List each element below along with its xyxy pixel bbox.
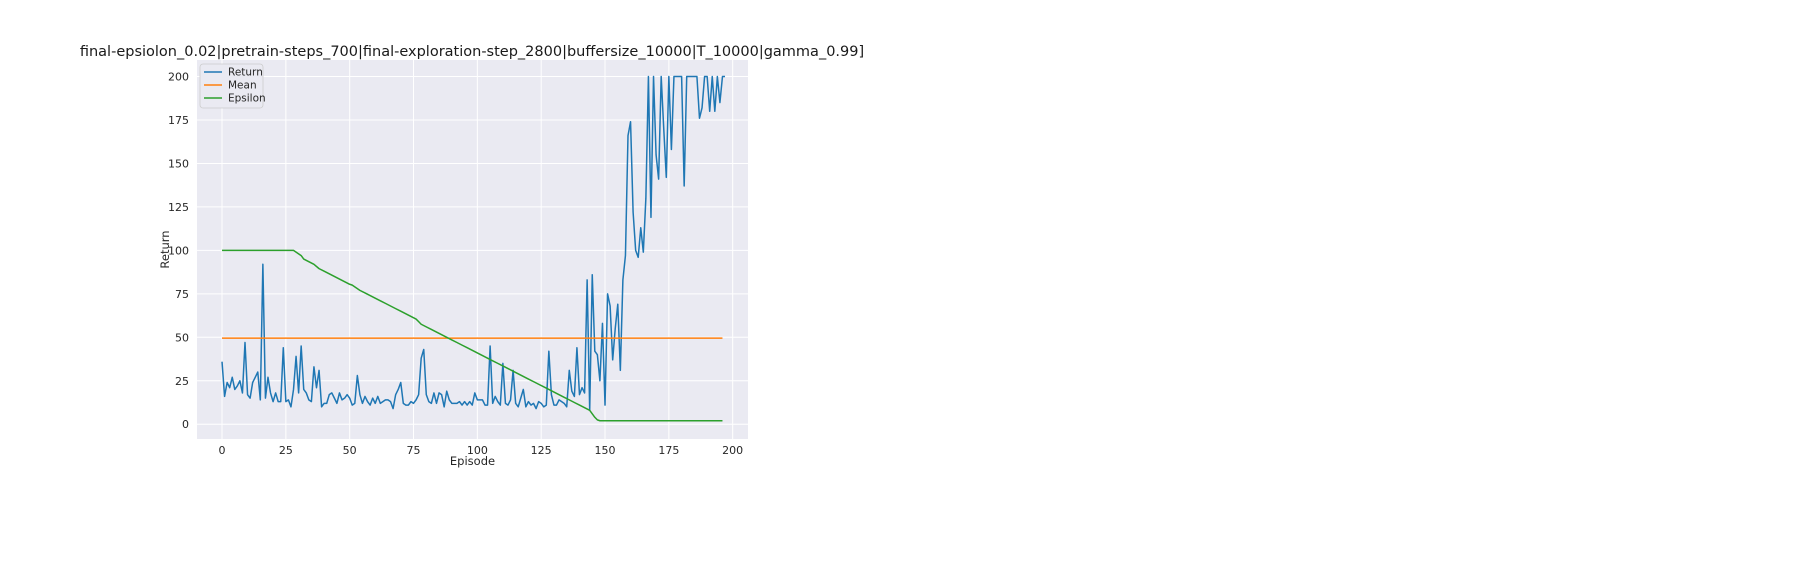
y-tick-label: 100 (168, 244, 189, 257)
y-tick-label: 175 (168, 114, 189, 127)
x-tick-label: 50 (343, 444, 357, 457)
x-tick-label: 100 (467, 444, 488, 457)
plot-area (197, 60, 748, 439)
y-tick-label: 25 (175, 375, 189, 388)
x-tick-label: 150 (595, 444, 616, 457)
legend-entry: Mean (228, 80, 257, 92)
x-tick-label: 125 (531, 444, 552, 457)
x-tick-label: 0 (219, 444, 226, 457)
y-tick-label: 200 (168, 71, 189, 84)
x-tick-label: 200 (722, 444, 743, 457)
y-tick-label: 75 (175, 288, 189, 301)
x-tick-label: 25 (279, 444, 293, 457)
legend-box (199, 63, 264, 109)
x-axis-label: Episode (450, 454, 495, 468)
y-tick-label: 0 (182, 418, 189, 431)
legend-entry: Return (228, 67, 263, 79)
y-tick-label: 50 (175, 331, 189, 344)
chart-title: final-epsiolon_0.02|pretrain-steps_700|f… (80, 44, 864, 60)
y-tick-label: 150 (168, 157, 189, 170)
series-layer (221, 75, 726, 422)
y-axis-label: Return (158, 230, 172, 268)
x-tick-label: 175 (658, 444, 679, 457)
series-line-epsilon (222, 249, 723, 422)
x-tick-label: 75 (407, 444, 421, 457)
y-tick-label: 125 (168, 201, 189, 214)
legend-entry: Epsilon (228, 93, 266, 105)
grid-lines (197, 60, 748, 439)
tick-labels: 0 25 50 75 100 125 150 175 200 0 25 50 75 100 125 150 17… (168, 71, 743, 457)
series-line-return (221, 75, 726, 412)
